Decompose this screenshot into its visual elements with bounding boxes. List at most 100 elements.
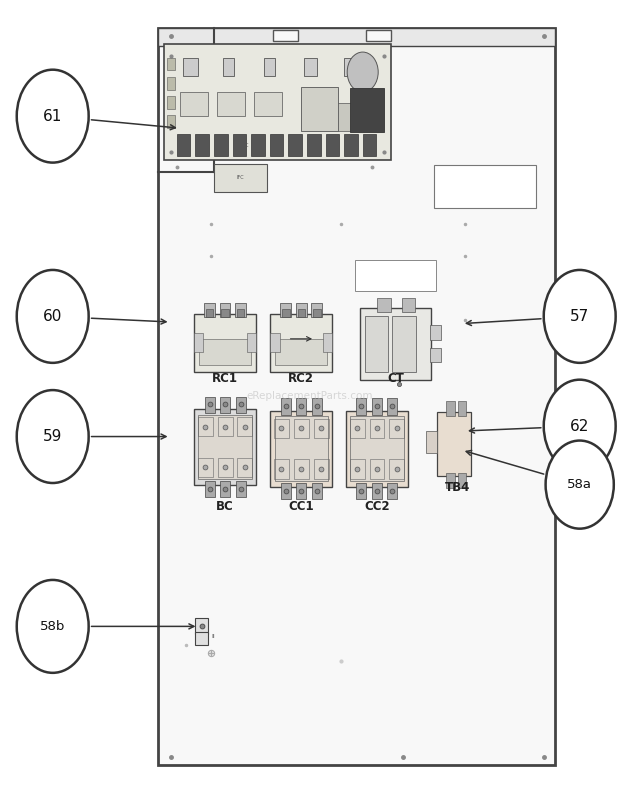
Bar [220,481,230,497]
Bar [264,58,275,76]
Bar [389,418,404,437]
Bar [164,44,391,160]
Bar [370,418,384,437]
Bar [296,398,306,415]
Text: IFC: IFC [237,175,244,180]
Bar [195,618,208,634]
Text: BC: BC [216,500,234,513]
Bar [294,459,309,478]
Bar [198,414,252,479]
Bar [402,298,415,312]
Bar [167,96,175,109]
Bar [296,303,307,317]
Bar [214,134,228,156]
Text: CC2: CC2 [364,500,390,513]
Text: TB4: TB4 [445,481,470,493]
Bar [350,417,404,481]
Bar [221,309,229,317]
Bar [251,134,265,156]
Bar [281,482,291,498]
Bar [270,314,332,372]
Bar [425,431,436,453]
Bar [280,303,291,317]
Text: IFC: IFC [241,143,249,148]
Text: II: II [211,634,215,639]
Bar [167,115,175,128]
Bar [388,398,397,415]
Bar [199,340,251,365]
Bar [355,260,436,291]
Bar [195,632,208,645]
Bar [372,482,382,498]
Bar [237,417,252,436]
Bar [446,473,455,488]
Bar [314,459,329,478]
Bar [236,481,246,497]
Bar [218,457,232,477]
Text: 57: 57 [570,309,590,324]
Bar [338,103,363,131]
Bar [304,58,317,76]
Bar [198,417,213,436]
Bar [282,309,290,317]
Text: 58a: 58a [567,478,592,491]
Bar [458,473,466,488]
Bar [326,134,339,156]
Bar [392,316,416,372]
Circle shape [544,380,616,473]
Bar [183,58,198,76]
Text: CT: CT [387,372,404,384]
Circle shape [17,70,89,163]
Bar [205,397,215,413]
Circle shape [544,270,616,363]
Bar [298,309,305,317]
Bar [388,482,397,498]
Bar [377,298,391,312]
Bar [356,482,366,498]
Bar [237,457,252,477]
Bar [223,58,234,76]
Bar [344,58,360,76]
Bar [274,459,289,478]
Text: RC1: RC1 [212,372,238,384]
Bar [274,418,289,437]
Bar [370,459,384,478]
Bar [194,409,256,485]
Bar [281,398,291,415]
Bar [195,134,209,156]
Bar [344,134,358,156]
Bar [430,325,441,340]
Text: 59: 59 [43,429,63,444]
Text: RC2: RC2 [288,372,314,384]
Bar [194,333,203,352]
Bar [363,134,376,156]
Bar [158,28,555,765]
Bar [236,397,246,413]
Text: 62: 62 [570,419,590,433]
Bar [220,397,230,413]
Circle shape [17,580,89,673]
Bar [275,340,327,365]
Bar [312,398,322,415]
Bar [237,309,244,317]
Bar [301,87,338,131]
Bar [350,459,365,478]
Circle shape [546,441,614,529]
Text: 61: 61 [43,109,63,123]
Bar [446,401,455,416]
Bar [198,457,213,477]
Text: 58b: 58b [40,620,65,633]
Bar [214,164,267,192]
Bar [270,333,280,352]
Bar [311,303,322,317]
Bar [307,134,321,156]
Bar [206,309,213,317]
Bar [219,303,231,317]
Bar [389,459,404,478]
Bar [294,418,309,437]
Bar [430,348,441,362]
Bar [205,481,215,497]
Bar [323,333,332,352]
Bar [177,134,190,156]
Bar [180,92,208,116]
